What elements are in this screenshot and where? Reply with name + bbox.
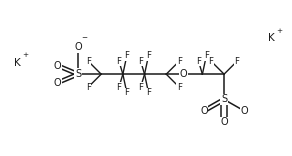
Text: F: F bbox=[124, 51, 129, 60]
Text: S: S bbox=[75, 69, 81, 79]
Text: F: F bbox=[146, 51, 151, 60]
Text: K: K bbox=[268, 33, 275, 43]
Text: O: O bbox=[74, 42, 82, 52]
Text: F: F bbox=[138, 57, 143, 66]
Text: O: O bbox=[200, 106, 208, 116]
Text: O: O bbox=[54, 61, 62, 71]
Text: O: O bbox=[241, 106, 248, 116]
Text: +: + bbox=[277, 27, 283, 34]
Text: F: F bbox=[117, 57, 121, 66]
Text: F: F bbox=[138, 83, 143, 92]
Text: O: O bbox=[180, 69, 187, 79]
Text: −: − bbox=[81, 35, 88, 41]
Text: F: F bbox=[204, 51, 209, 60]
Text: +: + bbox=[22, 52, 28, 58]
Text: F: F bbox=[117, 83, 121, 92]
Text: F: F bbox=[196, 57, 201, 66]
Text: F: F bbox=[177, 83, 182, 92]
Text: F: F bbox=[177, 57, 182, 66]
Text: F: F bbox=[124, 88, 129, 97]
Text: S: S bbox=[221, 94, 227, 105]
Text: O: O bbox=[220, 117, 228, 127]
Text: O: O bbox=[54, 78, 62, 88]
Text: F: F bbox=[146, 88, 151, 97]
Text: F: F bbox=[86, 83, 91, 92]
Text: F: F bbox=[234, 57, 240, 66]
Text: F: F bbox=[86, 57, 91, 66]
Text: K: K bbox=[14, 58, 21, 68]
Text: F: F bbox=[208, 57, 213, 66]
